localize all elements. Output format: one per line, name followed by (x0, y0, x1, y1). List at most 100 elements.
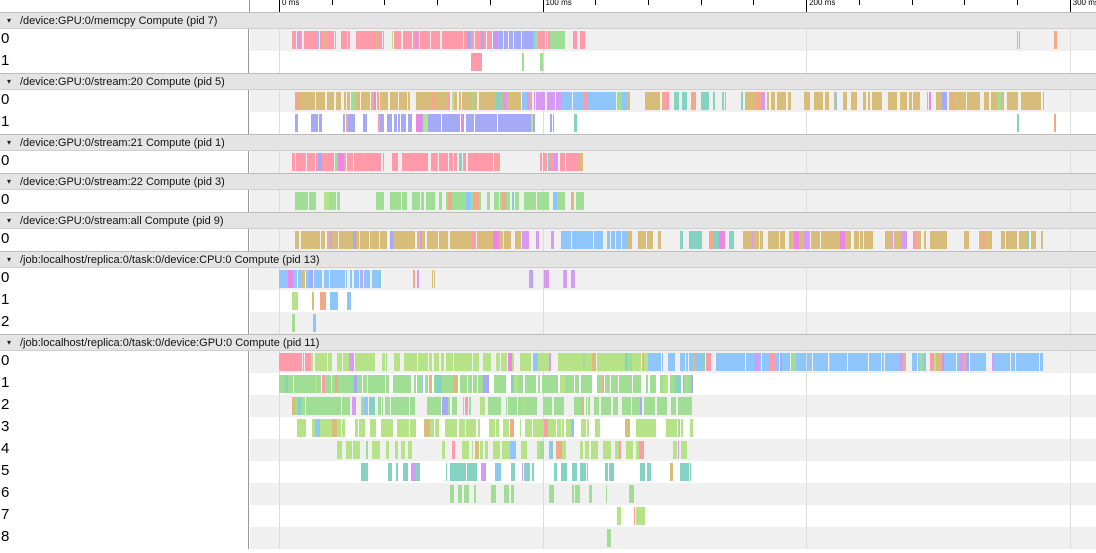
trace-slice[interactable] (343, 353, 349, 371)
trace-slice[interactable] (586, 463, 589, 481)
thread-row[interactable]: 0 (0, 151, 1096, 173)
trace-slice[interactable] (481, 463, 486, 481)
trace-slice[interactable] (454, 31, 461, 49)
trace-slice[interactable] (403, 463, 408, 481)
trace-slice[interactable] (518, 92, 521, 110)
trace-slice[interactable] (294, 192, 300, 210)
trace-slice[interactable] (408, 114, 412, 132)
trace-slice[interactable] (401, 92, 405, 110)
trace-slice[interactable] (548, 419, 551, 437)
trace-slice[interactable] (302, 192, 308, 210)
trace-slice[interactable] (397, 397, 401, 415)
trace-slice[interactable] (292, 31, 296, 49)
trace-slice[interactable] (321, 231, 326, 249)
trace-slice[interactable] (342, 114, 346, 132)
trace-slice[interactable] (351, 114, 356, 132)
trace-slice[interactable] (335, 397, 339, 415)
trace-slice[interactable] (754, 353, 760, 371)
trace-slice[interactable] (899, 92, 902, 110)
trace-slice[interactable] (306, 92, 312, 110)
trace-slice[interactable] (650, 353, 653, 371)
trace-slice[interactable] (467, 114, 472, 132)
trace-slice[interactable] (477, 375, 483, 393)
trace-slice[interactable] (430, 153, 436, 171)
trace-slice[interactable] (485, 114, 489, 132)
trace-slice[interactable] (1043, 92, 1045, 110)
trace-slice[interactable] (452, 419, 457, 437)
trace-slice[interactable] (766, 92, 769, 110)
trace-slice[interactable] (913, 92, 916, 110)
trace-slice[interactable] (545, 31, 548, 49)
trace-slice[interactable] (548, 485, 555, 503)
trace-slice[interactable] (422, 231, 425, 249)
trace-slice[interactable] (602, 353, 605, 371)
trace-slice[interactable] (817, 353, 824, 371)
trace-slice[interactable] (566, 419, 571, 437)
trace-slice[interactable] (539, 153, 543, 171)
trace-slice[interactable] (454, 353, 458, 371)
trace-slice[interactable] (440, 353, 444, 371)
trace-slice[interactable] (511, 375, 514, 393)
trace-slice[interactable] (298, 397, 302, 415)
trace-slice[interactable] (810, 231, 816, 249)
trace-slice[interactable] (537, 353, 544, 371)
trace-slice[interactable] (828, 353, 830, 371)
trace-slice[interactable] (936, 92, 942, 110)
trace-slice[interactable] (742, 353, 746, 371)
trace-slice[interactable] (482, 231, 485, 249)
trace-slice[interactable] (639, 231, 643, 249)
trace-slice[interactable] (352, 231, 356, 249)
thread-row[interactable]: 1 (0, 373, 1096, 395)
trace-slice[interactable] (411, 353, 414, 371)
trace-slice[interactable] (354, 353, 360, 371)
trace-slice[interactable] (497, 31, 503, 49)
trace-slice[interactable] (401, 192, 407, 210)
trace-slice[interactable] (944, 353, 949, 371)
trace-slice[interactable] (457, 485, 463, 503)
trace-slice[interactable] (402, 153, 405, 171)
trace-slice[interactable] (538, 419, 544, 437)
trace-slice[interactable] (1005, 231, 1009, 249)
trace-slice[interactable] (448, 92, 451, 110)
trace-slice[interactable] (751, 231, 754, 249)
trace-slice[interactable] (410, 463, 417, 481)
trace-slice[interactable] (339, 270, 345, 288)
trace-slice[interactable] (477, 53, 482, 71)
trace-slice[interactable] (471, 192, 474, 210)
trace-slice[interactable] (581, 419, 586, 437)
trace-slice[interactable] (472, 92, 473, 110)
trace-slice[interactable] (656, 397, 663, 415)
trace-slice[interactable] (949, 92, 951, 110)
trace-slice[interactable] (377, 114, 381, 132)
trace-slice[interactable] (292, 153, 295, 171)
trace-slice[interactable] (684, 463, 690, 481)
trace-slice[interactable] (531, 270, 533, 288)
trace-slice[interactable] (659, 375, 663, 393)
trace-slice[interactable] (557, 353, 563, 371)
trace-slice[interactable] (697, 231, 702, 249)
trace-slice[interactable] (413, 375, 417, 393)
trace-slice[interactable] (481, 114, 486, 132)
trace-slice[interactable] (564, 375, 568, 393)
trace-slice[interactable] (439, 192, 442, 210)
trace-slice[interactable] (451, 114, 457, 132)
trace-slice[interactable] (626, 441, 631, 459)
trace-slice[interactable] (345, 441, 352, 459)
trace-slice[interactable] (459, 153, 462, 171)
trace-slice[interactable] (463, 153, 467, 171)
trace-slice[interactable] (746, 353, 750, 371)
trace-slice[interactable] (985, 231, 990, 249)
trace-slice[interactable] (372, 353, 375, 371)
trace-slice[interactable] (587, 419, 590, 437)
trace-slice[interactable] (686, 353, 688, 371)
trace-slice[interactable] (1053, 31, 1057, 49)
trace-slice[interactable] (395, 192, 402, 210)
trace-slice[interactable] (859, 231, 864, 249)
trace-slice[interactable] (301, 92, 307, 110)
trace-slice[interactable] (491, 114, 497, 132)
trace-slice[interactable] (332, 375, 335, 393)
trace-slice[interactable] (604, 375, 610, 393)
trace-slice[interactable] (610, 231, 612, 249)
trace-slice[interactable] (353, 441, 355, 459)
trace-slice[interactable] (790, 353, 796, 371)
